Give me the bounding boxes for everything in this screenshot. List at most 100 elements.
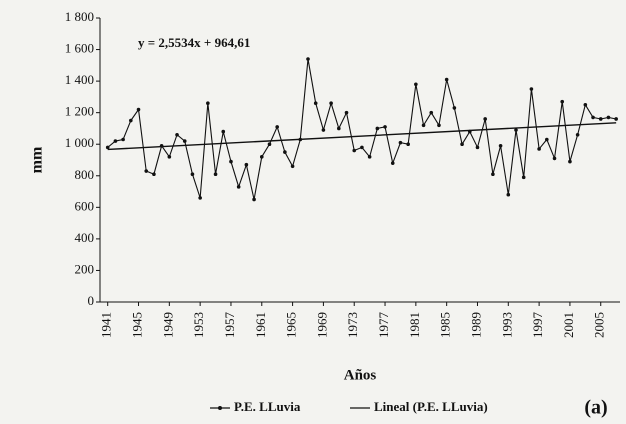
data-point [398, 140, 403, 145]
data-point [514, 128, 518, 132]
data-point [537, 147, 541, 151]
data-point [552, 156, 557, 161]
y-tick-label: 600 [75, 198, 95, 213]
data-point [267, 142, 272, 147]
x-tick-label: 1989 [468, 312, 483, 338]
y-tick-label: 1 200 [65, 104, 94, 119]
data-point [591, 115, 595, 120]
data-point [213, 172, 218, 176]
data-point [360, 145, 364, 150]
x-tick-label: 2001 [561, 312, 576, 338]
legend-label: P.E. LLuvia [234, 399, 301, 414]
y-tick-label: 200 [75, 261, 95, 276]
data-point [498, 144, 503, 148]
x-tick-label: 1961 [253, 312, 268, 338]
data-point [236, 185, 241, 189]
data-point [283, 150, 287, 154]
data-point [105, 145, 110, 150]
data-point [437, 123, 441, 128]
y-axis-label: mm [29, 146, 46, 173]
data-point [275, 125, 279, 129]
x-tick-label: 1957 [222, 312, 237, 339]
trend-line [107, 122, 617, 151]
data-point [198, 196, 202, 200]
data-point [252, 197, 256, 202]
y-tick-label: 1 000 [65, 135, 94, 150]
x-tick-label: 1953 [191, 312, 206, 338]
x-tick-label: 1993 [499, 312, 514, 338]
y-tick-label: 1 800 [65, 9, 94, 24]
data-point [406, 142, 410, 147]
data-point [129, 118, 133, 123]
data-point [290, 164, 295, 169]
y-tick-label: 400 [75, 230, 95, 245]
data-point [483, 117, 487, 121]
data-point [229, 159, 233, 164]
y-tick-label: 1 400 [65, 72, 94, 87]
data-point [414, 82, 418, 87]
x-tick-label: 1949 [160, 312, 175, 338]
data-line [107, 58, 617, 200]
data-point [344, 110, 349, 115]
data-point [383, 125, 387, 129]
data-point [506, 192, 511, 197]
x-tick-label: 1941 [99, 312, 114, 338]
x-axis-label: Años [344, 367, 377, 383]
x-tick-label: 1997 [530, 312, 545, 339]
x-tick-label: 1969 [314, 312, 329, 338]
data-point [182, 139, 187, 143]
x-tick-label: 2005 [592, 312, 607, 338]
data-point [560, 99, 565, 104]
x-tick-label: 1981 [407, 312, 422, 338]
x-tick-label: 1985 [438, 312, 453, 338]
trend-equation: y = 2,5534x + 964,61 [138, 35, 250, 50]
data-point [321, 128, 326, 132]
x-tick-label: 1973 [345, 312, 360, 338]
data-point [221, 129, 226, 134]
data-point [521, 175, 526, 180]
data-point [352, 148, 357, 153]
data-point [545, 137, 549, 142]
x-tick-label: 1945 [130, 312, 145, 338]
data-point [606, 115, 611, 120]
data-point [313, 101, 318, 105]
x-tick-label: 1965 [284, 312, 299, 338]
data-point [491, 172, 495, 176]
data-point [475, 145, 480, 150]
data-point [375, 126, 380, 131]
data-point [152, 172, 156, 176]
panel-label: (a) [584, 397, 607, 419]
data-point [306, 57, 310, 61]
data-point [390, 161, 395, 165]
data-point [367, 155, 372, 159]
data-point [167, 155, 172, 159]
data-point [529, 87, 534, 91]
data-point [259, 155, 264, 159]
legend-label: Lineal (P.E. LLuvia) [374, 399, 488, 414]
y-tick-label: 800 [75, 167, 95, 182]
data-point [175, 132, 179, 137]
y-tick-label: 0 [88, 293, 95, 308]
data-point [244, 162, 249, 167]
data-point [583, 102, 588, 107]
data-point [444, 77, 449, 82]
data-point [206, 101, 210, 105]
data-point [421, 123, 426, 128]
data-point [614, 117, 618, 121]
data-point [568, 159, 572, 164]
y-tick-label: 1 600 [65, 41, 94, 56]
x-tick-label: 1977 [376, 312, 391, 339]
data-point [121, 137, 125, 142]
data-point [190, 172, 195, 176]
data-point [136, 107, 141, 112]
data-point [452, 106, 457, 110]
data-point [460, 142, 464, 147]
data-point [337, 126, 341, 131]
data-point [575, 132, 580, 137]
legend-marker [218, 406, 222, 410]
data-point [144, 169, 149, 173]
data-point [113, 139, 118, 143]
data-point [329, 101, 333, 105]
data-point [598, 117, 603, 121]
